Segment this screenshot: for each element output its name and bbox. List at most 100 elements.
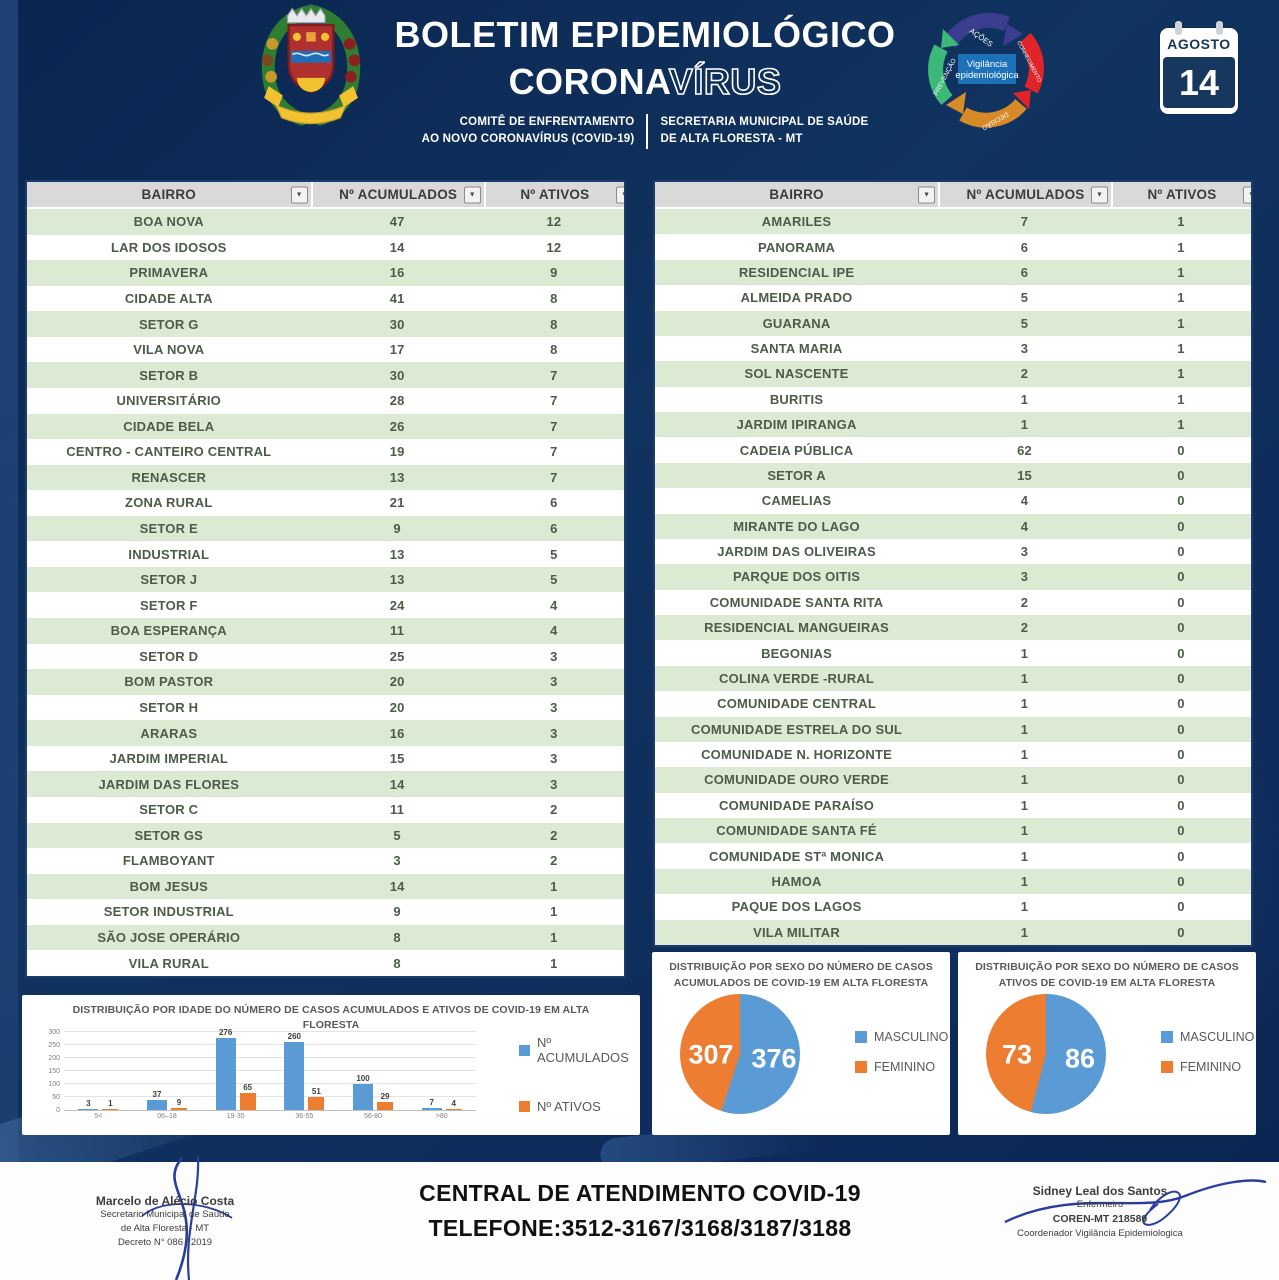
cell-acumulados: 17 [389, 342, 405, 358]
cell-ativos: 1 [1177, 264, 1185, 280]
cell-acumulados: 9 [393, 521, 401, 537]
y-axis-tick: 50 [52, 1094, 60, 1101]
table-row: SETOR C 11 2 [27, 796, 624, 823]
cell-acumulados: 5 [393, 827, 401, 843]
bar-ativos [377, 1102, 394, 1110]
cell-acumulados: 1 [1020, 873, 1029, 889]
cell-acumulados: 6 [1020, 264, 1029, 280]
cell-bairro: INDUSTRIAL [128, 546, 210, 562]
filter-dropdown-icon-ativos[interactable]: ▼ [615, 186, 624, 203]
cell-bairro: SETOR C [139, 802, 199, 818]
cell-ativos: 8 [550, 290, 558, 306]
cell-bairro: BOA NOVA [133, 214, 204, 230]
table-row: JARDIM DAS FLORES 14 3 [27, 771, 624, 797]
x-axis-label: >80 [435, 1113, 448, 1120]
cell-ativos: 3 [550, 648, 558, 664]
legend-item: FEMININO [1161, 1060, 1254, 1074]
background-blob [0, 0, 18, 1280]
cell-ativos: 5 [550, 546, 558, 562]
sex-distribution-active-chart: DISTRIBUIÇÃO POR SEXO DO NÚMERO DE CASOS… [958, 952, 1256, 1135]
pie-value-masculino: 86 [1064, 1043, 1096, 1074]
cell-ativos: 4 [550, 623, 558, 639]
table-row: SETOR B 30 7 [27, 362, 624, 388]
cell-acumulados: 13 [389, 469, 405, 485]
table-row: PARQUE DOS OITIS 3 0 [655, 564, 1251, 590]
filter-dropdown-icon-bairro[interactable]: ▼ [918, 186, 936, 203]
bar-chart-legend: Nº ACUMULADOS Nº ATIVOS [519, 1035, 640, 1114]
cell-ativos: 3 [550, 725, 558, 741]
table-row: SOL NASCENTE 2 1 [655, 361, 1251, 387]
cell-acumulados: 8 [393, 955, 401, 971]
cell-bairro: LAR DOS IDOSOS [111, 239, 227, 255]
cell-ativos: 0 [1177, 518, 1185, 534]
cell-bairro: BURITIS [769, 391, 824, 407]
cell-ativos: 1 [1177, 239, 1185, 255]
cell-ativos: 0 [1177, 594, 1185, 610]
pie-chart-title-line1: DISTRIBUIÇÃO POR SEXO DO NÚMERO DE CASOS [669, 961, 933, 973]
bar-value-label: 260 [287, 1032, 302, 1042]
bar-acumulados [284, 1042, 305, 1110]
filter-dropdown-icon-bairro[interactable]: ▼ [290, 186, 308, 203]
filter-dropdown-icon-acumulados[interactable]: ▼ [1090, 186, 1108, 203]
cell-acumulados: 20 [389, 674, 405, 690]
table-row: SANTA MARIA 3 1 [655, 335, 1251, 362]
signatory-name: Sidney Leal dos Santos [1032, 1184, 1168, 1198]
table-row: COMUNIDADE N. HORIZONTE 1 0 [655, 741, 1251, 768]
legend-item: FEMININO [855, 1060, 948, 1074]
cell-acumulados: 9 [393, 904, 401, 920]
cell-bairro: SETOR GS [134, 827, 204, 843]
table-row: GUARANA 5 1 [655, 310, 1251, 336]
cell-ativos: 0 [1177, 645, 1185, 661]
cell-bairro: AMARILES [761, 214, 832, 230]
table-row: ZONA RURAL 21 6 [27, 490, 624, 516]
cell-ativos: 1 [1177, 315, 1185, 331]
cell-ativos: 12 [546, 214, 562, 230]
filter-dropdown-icon-ativos[interactable]: ▼ [1242, 186, 1251, 203]
cell-ativos: 3 [550, 751, 558, 767]
table-row: FLAMBOYANT 3 2 [27, 848, 624, 874]
cell-acumulados: 1 [1020, 797, 1029, 813]
column-header-label: BAIRRO [141, 187, 196, 202]
column-header-bairro: BAIRRO ▼ [27, 182, 311, 207]
cell-ativos: 8 [550, 342, 558, 358]
cell-bairro: RESIDENCIAL MANGUEIRAS [704, 620, 889, 636]
cell-ativos: 0 [1177, 620, 1185, 636]
cell-acumulados: 1 [1020, 391, 1029, 407]
y-axis-tick: 0 [56, 1107, 60, 1114]
subtitle-right-line2: DE ALTA FLORESTA - MT [660, 133, 803, 146]
cell-acumulados: 4 [1020, 518, 1029, 534]
cell-ativos: 1 [550, 930, 558, 946]
page-title: BOLETIM EPIDEMIOLÓGICO [394, 14, 896, 55]
bar-ativos [308, 1096, 325, 1110]
cell-acumulados: 21 [389, 495, 405, 511]
legend-label: FEMININO [874, 1060, 936, 1074]
cell-ativos: 9 [550, 265, 558, 281]
cell-acumulados: 30 [389, 316, 405, 332]
cell-acumulados: 3 [1020, 341, 1029, 357]
table-row: ALMEIDA PRADO 5 1 [655, 285, 1251, 311]
cell-bairro: SETOR J [140, 572, 198, 588]
signatory-title: Secretario Municipal de Saude [100, 1209, 230, 1220]
bar-group: 37 9 [133, 1033, 202, 1110]
pie-chart [680, 994, 800, 1114]
table-row: HAMOA 1 0 [655, 868, 1251, 895]
subtitle-right-line1: SECRETARIA MUNICIPAL DE SAÚDE [660, 116, 869, 128]
pie-chart-title-line2: ACUMULADOS DE COVID-19 EM ALTA FLORESTA [673, 976, 929, 989]
table-row: SETOR D 25 3 [27, 643, 624, 670]
filter-dropdown-icon-acumulados[interactable]: ▼ [463, 186, 481, 203]
bar-wrap: 51 [308, 1033, 325, 1110]
cell-bairro: ALMEIDA PRADO [740, 290, 853, 306]
calendar-month: AGOSTO [1167, 36, 1231, 52]
table-row: CENTRO - CANTEIRO CENTRAL 19 7 [27, 439, 624, 465]
table-row: AMARILES 7 1 [655, 209, 1251, 235]
bar-value-label: 3 [86, 1098, 91, 1108]
subtitle-committee: COMITÊ DE ENFRENTAMENTO AO NOVO CORONAVÍ… [378, 114, 912, 149]
cell-acumulados: 14 [389, 239, 405, 255]
bar-chart-x-axis: 5< 06–18 19-35 36-55 56-80 >80 [64, 1113, 476, 1120]
bar-ativos [102, 1108, 119, 1110]
cell-ativos: 1 [550, 955, 558, 971]
bar-wrap: 4 [445, 1033, 462, 1110]
cell-bairro: SETOR B [139, 367, 199, 383]
cell-ativos: 1 [1177, 341, 1185, 357]
cycle-label-acoes: AÇÕES [968, 26, 995, 48]
